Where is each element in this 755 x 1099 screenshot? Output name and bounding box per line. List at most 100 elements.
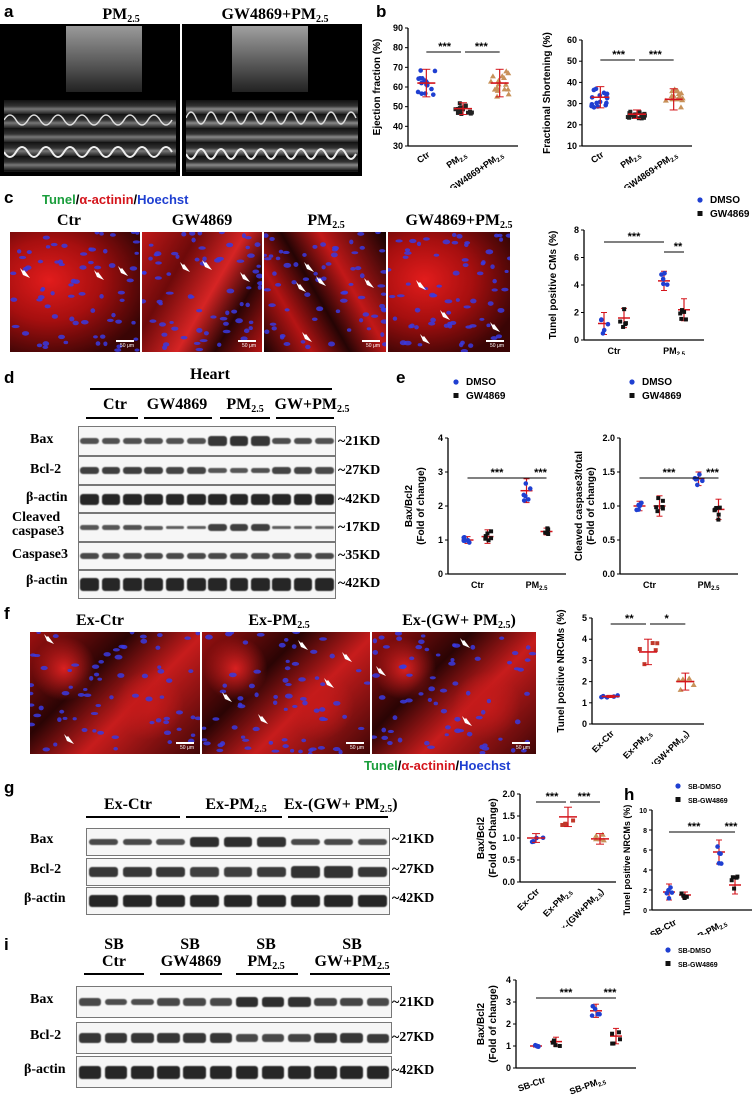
micro-c-ctr-nucleus-46 — [111, 312, 116, 318]
stain-slash-2: / — [133, 192, 138, 207]
micro-f-ex-ctr-nucleus-65 — [175, 710, 184, 715]
x-cat-1: PM2.5 — [619, 154, 644, 170]
wb-d-blot-caspase3-band-10 — [272, 553, 291, 559]
sig-label-1: *** — [546, 791, 560, 803]
wb-i-blot-bcl2-band-8 — [261, 1034, 285, 1042]
x-cat-1: PM2.5 — [445, 154, 470, 170]
wb-i-blot-bax-band-8 — [261, 996, 285, 1008]
micro-c-title-4-main: GW4869+PM — [405, 212, 500, 229]
micro-f-ex-pm-nucleus-22 — [319, 707, 326, 712]
micro-f-ex-gw-pm-nucleus-58 — [435, 653, 441, 657]
x-cat-1-sub: 2.5 — [677, 352, 686, 355]
y-tick-label-2: 2 — [506, 1019, 511, 1029]
point-1-0-3 — [718, 861, 724, 866]
wb-i-blot-bcl2-band-9 — [288, 1034, 311, 1042]
wb-i-group-4-top: SB — [342, 936, 362, 953]
wb-g-kd-1: ~21KD — [392, 832, 435, 847]
micro-c-gw-pm-nucleus-6 — [456, 234, 463, 239]
point-2-4 — [593, 832, 600, 838]
point-1-0-4 — [662, 270, 667, 276]
wb-i-blot-bactin-band-2 — [104, 1065, 128, 1079]
point-1-6 — [468, 109, 473, 114]
micro-c-gw4869-nucleus-17 — [196, 327, 203, 333]
point-2-3 — [489, 73, 496, 79]
micro-f-ex-gw-pm-nucleus-65 — [427, 697, 433, 703]
micro-c-pm-nucleus-67 — [325, 262, 332, 266]
micro-c-pm-nucleus-38 — [348, 282, 354, 286]
point-1-3 — [627, 113, 632, 118]
wb-i-blot-bax-band-1 — [78, 998, 102, 1006]
wb-i-blot-bcl2-band-7 — [235, 1034, 259, 1042]
micro-c-pm-nucleus-69 — [377, 284, 386, 288]
sig-label-2: *** — [578, 791, 592, 803]
point-1-11 — [627, 115, 632, 120]
wb-i-group-1-top: SB — [104, 936, 124, 953]
micro-c-gw-pm-nucleus-60 — [497, 307, 505, 313]
point-0-1-0 — [553, 1043, 558, 1048]
micro-c-ctr-arrowhead-1 — [94, 270, 104, 280]
wb-i-underline-1 — [84, 973, 144, 975]
wb-i-underline-4 — [310, 973, 390, 975]
micro-c-pm-nucleus-4 — [357, 295, 366, 300]
wb-i-kd-1: ~21KD — [392, 995, 435, 1010]
panel-label-h: h — [624, 785, 635, 804]
wb-d-kd-4: ~17KD — [338, 520, 381, 535]
sig-label-2: ** — [674, 241, 683, 253]
stain-f-tunel: Tunel — [364, 758, 398, 773]
legend-label-2: SB-GW4869 — [688, 798, 728, 805]
micro-f-ex-pm-nucleus-43 — [285, 683, 292, 687]
micro-c-ctr-nucleus-48 — [95, 341, 101, 346]
wb-i-blot-bcl2-band-3 — [131, 1033, 154, 1043]
micro-f-ex-gw-pm-nucleus-42 — [397, 737, 403, 743]
micro-c-gw-pm-nucleus-43 — [428, 321, 436, 326]
wb-i-group-3-bot-main: PM — [247, 953, 273, 970]
micro-c-gw4869-nucleus-55 — [171, 251, 179, 256]
micro-f-ex-gw-pm-nucleus-56 — [520, 748, 527, 753]
x-cat-0: Ctr — [415, 149, 432, 165]
micro-c-gw4869-nucleus-69 — [218, 232, 225, 235]
micro-f-ex-ctr-nucleus-32 — [30, 691, 34, 696]
point-1-4 — [458, 108, 463, 113]
micro-f-ex-ctr-nucleus-15 — [77, 692, 85, 697]
micro-f-ex-gw-pm-nucleus-26 — [511, 650, 519, 656]
y-tick-label-3: 6 — [574, 253, 579, 263]
micro-c-gw4869-nucleus-31 — [158, 322, 167, 327]
x-cat-2-sub: 2.5 — [670, 154, 681, 164]
y-tick-label-1: 40 — [393, 121, 403, 131]
micro-f-ex-pm-nucleus-46 — [320, 682, 326, 687]
wb-g-kd-3: ~42KD — [392, 891, 435, 906]
micro-f-ex-pm-nucleus-60 — [319, 637, 327, 641]
micro-f-ex-ctr-nucleus-0 — [40, 665, 48, 671]
point-0-1 — [419, 91, 424, 96]
wb-d-blot-bactin-2-band-8 — [229, 578, 249, 591]
x-cat-1: PM2.5 — [663, 346, 686, 355]
micro-c-gw-pm-nucleus-3 — [404, 248, 411, 252]
y-tick-label-5: 60 — [567, 35, 577, 45]
wb-d-blot-bcl2-band-5 — [165, 466, 185, 475]
point-0-0-5 — [461, 535, 467, 540]
micro-f-ex-pm-nucleus-34 — [202, 738, 208, 742]
micro-c-gw4869-nuclei — [142, 232, 262, 352]
micro-f-ex-ctr-nucleus-29 — [157, 633, 163, 638]
micro-f-ex-pm-nucleus-39 — [302, 700, 308, 706]
micro-c-pm-nucleus-30 — [269, 322, 277, 326]
micro-f-ex-ctr-nucleus-45 — [190, 733, 196, 737]
micro-c-gw4869-nucleus-57 — [256, 264, 261, 268]
micro-f-ex-pm-nucleus-4 — [338, 749, 343, 754]
micro-f-ex-pm-nucleus-14 — [355, 669, 362, 673]
micro-c-gw-pm-nucleus-38 — [388, 294, 396, 299]
wb-g-blot-bactin-band-6 — [257, 895, 286, 907]
wb-d-blot-caspase3-band-11 — [293, 553, 313, 559]
micro-c-gw4869-nucleus-32 — [180, 335, 188, 340]
micro-f-ex-pm-nucleus-53 — [289, 748, 295, 753]
sig-label-1: ** — [625, 613, 634, 625]
micro-f-ex-gw-pm-nucleus-29 — [474, 656, 481, 661]
point-0-13 — [418, 68, 423, 73]
micro-c-gw-pm-nucleus-29 — [404, 251, 412, 255]
point-1-13 — [463, 104, 468, 109]
micro-f-ex-gw-pm-arrowhead-0 — [376, 666, 386, 676]
micro-f-ex-pm-nucleus-27 — [237, 696, 244, 701]
x-cat-1-text: Ex-PM2.5 — [621, 728, 655, 762]
micro-c-gw-pm-nucleus-32 — [486, 323, 491, 328]
micro-c-gw4869-nucleus-62 — [216, 256, 224, 261]
